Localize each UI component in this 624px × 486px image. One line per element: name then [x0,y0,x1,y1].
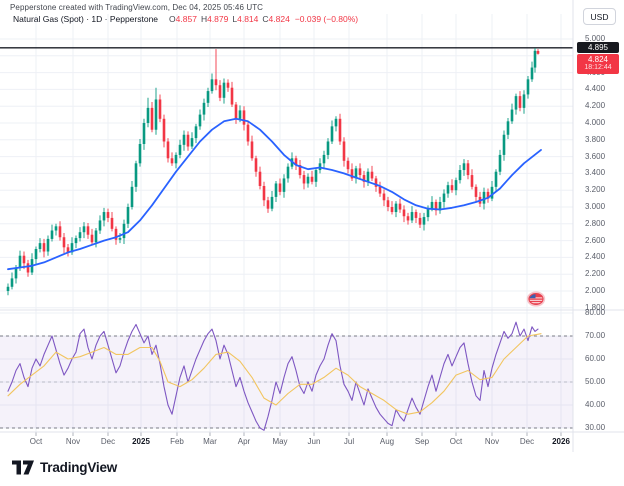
rsi-axis-label: 70.00 [585,331,606,340]
price-axis-label: 1.800 [585,302,606,312]
current-price-badge: 4.824 18:12:44 [577,53,619,74]
currency-badge: USD [583,8,616,25]
overlay-layer [0,0,624,452]
price-pane [0,47,573,296]
rsi-axis-label: 40.00 [585,400,606,409]
low-value: 4.814 [237,14,259,24]
price-axis-label: 2.400 [585,252,606,262]
change-value: −0.039 (−0.80%) [294,14,359,24]
last-line-price-badge: 4.895 [577,42,619,54]
rsi-ma-line [7,333,542,415]
time-axis-label: May [272,437,288,446]
price-axis-label: 2.200 [585,269,606,279]
moving-average-line [7,117,542,271]
rsi-line [7,321,539,431]
symbol-legend: Natural Gas (Spot) · 1D · Pepperstone O4.… [13,14,358,24]
high-label: H [200,14,208,24]
grid-layer [0,14,573,436]
time-axis-label: Mar [203,437,217,446]
time-axis-label: Nov [65,437,81,446]
time-axis-label: 2026 [552,437,570,446]
tradingview-logo[interactable]: TradingView [12,460,117,475]
time-axis-label: Aug [379,437,395,446]
time-axis-label: Dec [100,437,116,446]
time-axis-label: Apr [237,437,251,446]
open-label: O [169,14,176,24]
price-axis-label: 4.400 [585,84,606,94]
price-axis-label: 2.800 [585,218,606,228]
us-flag-economic-event-icon[interactable] [526,291,546,307]
time-axis-label: Jun [307,437,321,446]
time-axis-label: Dec [519,437,535,446]
rsi-axis-label: 80.00 [585,308,606,317]
price-axis-label: 3.400 [585,168,606,178]
price-axis-label: 2.000 [585,286,606,295]
rsi-pane [0,321,573,431]
price-axis-label: 3.800 [585,134,606,144]
tradingview-logo-text: TradingView [40,460,118,475]
price-axis-label: 3.200 [585,185,606,195]
time-axis-label: 2025 [132,437,150,446]
time-axis-label: Jul [343,437,355,446]
tradingview-logo-icon [12,460,34,475]
chart-attribution: Pepperstone created with TradingView.com… [10,3,264,12]
price-axis-label: 5.000 [585,34,606,43]
price-axis-label: 2.600 [585,235,606,245]
high-value: 4.879 [207,14,229,24]
low-label: L [232,14,238,24]
close-label: C [262,14,269,24]
price-axis-label: 3.600 [585,151,606,161]
open-value: 4.857 [175,14,197,24]
close-value: 4.824 [268,14,290,24]
price-axis-label: 4.000 [585,118,606,127]
time-axis-label: Nov [484,437,500,446]
price-axis-label: 4.200 [585,101,606,111]
symbol-title: Natural Gas (Spot) · 1D · Pepperstone [13,14,159,24]
rsi-axis-label: 30.00 [585,423,606,432]
time-axis-label: Oct [449,437,463,446]
bar-close-countdown: 18:12:44 [584,63,612,71]
time-axis-label: Sep [414,437,430,446]
current-price-value: 4.824 [587,54,609,64]
time-axis-label: Oct [29,437,43,446]
rsi-axis-label: 50.00 [585,377,606,386]
time-axis-label: Feb [170,437,184,446]
rsi-axis-label: 60.00 [585,354,606,363]
price-axis-label: 3.000 [585,202,606,211]
